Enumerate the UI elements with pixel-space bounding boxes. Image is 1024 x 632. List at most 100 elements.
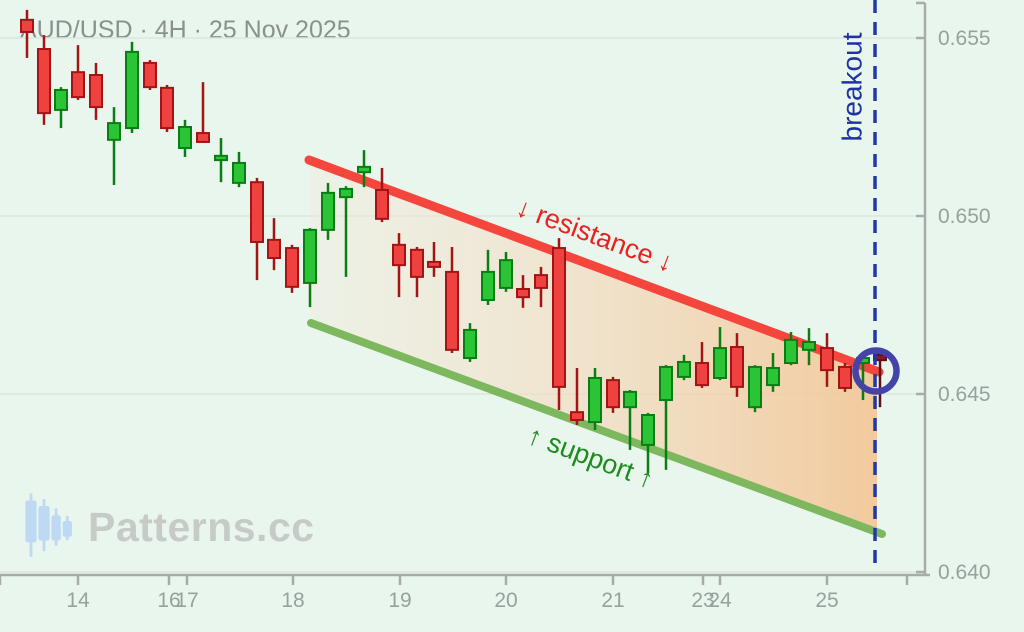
candle-body: [54, 88, 68, 111]
candle-body: [606, 379, 620, 409]
candle: [339, 186, 353, 277]
candle: [713, 327, 727, 381]
candle: [214, 138, 228, 183]
candle: [552, 238, 566, 411]
candle-body: [321, 191, 335, 231]
candle: [250, 177, 264, 281]
x-tick-label: 21: [601, 589, 624, 612]
candle: [695, 342, 709, 388]
x-tick-label: 20: [494, 589, 517, 612]
chart-title: AUD/USD · 4H · 25 Nov 2025: [20, 16, 351, 44]
candle-body: [570, 411, 584, 421]
candle: [445, 246, 459, 354]
candle-body: [427, 260, 441, 268]
candle-body: [463, 328, 477, 360]
candle: [125, 41, 139, 134]
candle-body: [820, 347, 834, 372]
candle-body: [445, 270, 459, 351]
candle: [54, 87, 68, 129]
candle-body: [695, 362, 709, 387]
candle: [481, 249, 495, 305]
candle-body: [481, 270, 495, 302]
candle-body: [125, 50, 139, 130]
x-tick-label: 19: [388, 589, 411, 612]
candle-body: [160, 86, 174, 130]
candle: [784, 332, 798, 366]
candle: [534, 266, 548, 308]
candle: [516, 275, 530, 308]
candle-body: [659, 365, 673, 402]
candle-body: [267, 238, 281, 260]
y-tick-label: 0.645: [938, 383, 991, 406]
candles: [20, 9, 887, 474]
candle: [748, 365, 762, 413]
candle: [71, 45, 85, 100]
x-tick-label: 14: [66, 589, 90, 612]
candle-body: [303, 228, 317, 284]
candle-body: [516, 287, 530, 299]
x-tick-label: 23: [691, 589, 714, 612]
candle: [20, 9, 34, 58]
watermark-brand-text: Patterns.cc: [88, 503, 315, 550]
candle: [143, 60, 157, 90]
candle: [37, 35, 51, 125]
candle-body: [357, 165, 371, 174]
candle: [463, 323, 477, 362]
candle-body: [214, 154, 228, 162]
candle-body: [588, 376, 602, 424]
candle-body: [748, 365, 762, 409]
y-tick-label: 0.640: [938, 561, 991, 584]
y-tick-label: 0.655: [938, 27, 991, 50]
candle-body: [143, 61, 157, 89]
candle: [321, 182, 335, 240]
candle: [285, 244, 299, 293]
candle-body: [499, 259, 513, 289]
candle-body: [677, 360, 691, 378]
candle: [659, 365, 673, 470]
candle-body: [730, 346, 744, 388]
watermark: Patterns.cc: [24, 492, 315, 562]
candle-body: [178, 126, 192, 150]
x-tick-label: 24: [708, 589, 732, 612]
candle: [570, 368, 584, 425]
candle: [802, 328, 816, 366]
x-tick-label: 17: [175, 589, 198, 612]
candle-body: [285, 247, 299, 288]
patterns-logo-icon: [25, 493, 72, 557]
candle: [303, 228, 317, 308]
candle: [606, 376, 620, 413]
candle-body: [534, 274, 548, 289]
candle: [89, 62, 103, 120]
support-trendline: [307, 319, 886, 538]
candle-body: [71, 71, 85, 99]
candle-body: [766, 367, 780, 387]
candle: [160, 84, 174, 132]
candle: [838, 363, 852, 392]
candle: [178, 119, 192, 157]
candle: [499, 251, 513, 292]
candle-body: [392, 243, 406, 267]
candle-body: [107, 122, 121, 141]
breakout-circle: [852, 347, 900, 395]
candle-body: [641, 414, 655, 446]
candle: [427, 241, 441, 277]
candle: [357, 150, 371, 188]
candle-body: [802, 341, 816, 351]
candle: [641, 412, 655, 474]
candle: [196, 82, 210, 144]
candle-body: [339, 187, 353, 199]
candle-body: [250, 181, 264, 243]
candle: [392, 233, 406, 298]
candle-body: [838, 365, 852, 389]
candle-body: [713, 347, 727, 379]
candle: [677, 354, 691, 381]
candle-body: [410, 248, 424, 278]
x-tick-label: 18: [281, 589, 304, 612]
candle-body: [552, 247, 566, 388]
candle: [107, 107, 121, 186]
candle: [623, 390, 637, 450]
candle: [820, 333, 834, 387]
